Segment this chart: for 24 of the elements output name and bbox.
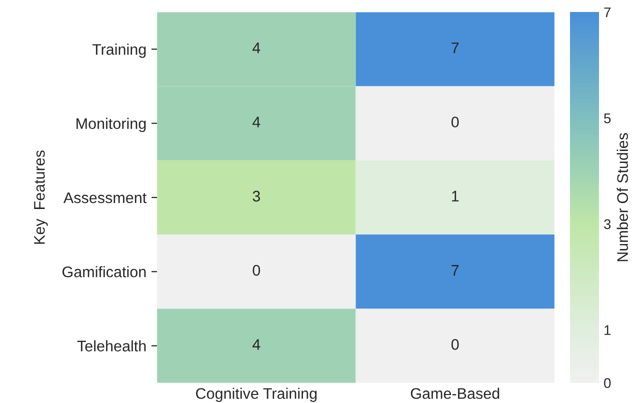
y-tick-label: Monitoring	[76, 118, 146, 132]
data-label: 0	[252, 264, 260, 276]
data-label: 4	[252, 116, 260, 128]
data-label: 7	[452, 42, 459, 54]
data-label: 0	[451, 116, 459, 128]
data-label: 0	[451, 339, 459, 350]
y-tick-label: Telehealth	[77, 340, 146, 352]
x-tick-label: Game-Based	[410, 388, 500, 399]
color-bar-label: 3	[604, 219, 611, 230]
x-tick-label: Cognitive Training	[196, 388, 317, 402]
color-bar-label: 1	[604, 325, 611, 335]
data-label: 4	[252, 339, 260, 350]
y-tick-label: Training	[92, 44, 146, 58]
y-tick-label: Gamification	[62, 266, 146, 278]
data-label: 7	[452, 265, 459, 276]
data-label: 4	[252, 42, 260, 54]
y-axis-title: Key Features	[34, 150, 48, 244]
data-label: 1	[452, 190, 459, 202]
y-tick-label: Assessment	[63, 192, 147, 204]
color-bar-label: 0	[604, 378, 611, 388]
data-label: 3	[252, 190, 260, 202]
color-bar-title: Number Of Studies	[616, 133, 628, 262]
color-bar-label: 7	[604, 8, 611, 18]
color-bar-label: 5	[604, 114, 611, 124]
